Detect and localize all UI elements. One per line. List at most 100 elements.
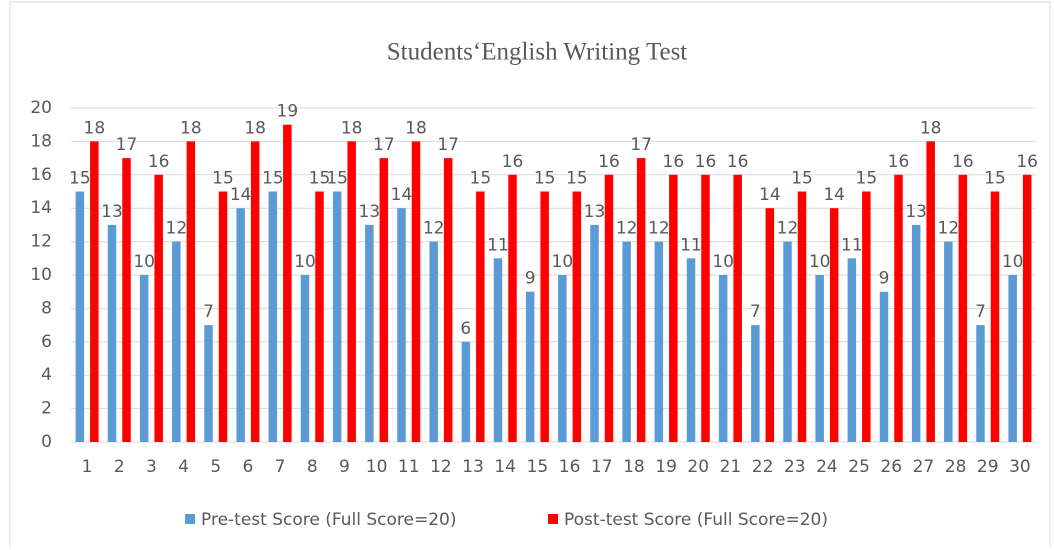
bar	[605, 175, 614, 442]
bar	[204, 325, 213, 442]
bar	[590, 225, 599, 442]
data-label: 16	[952, 152, 974, 172]
data-label: 15	[69, 169, 91, 189]
bar	[751, 325, 760, 442]
data-label: 10	[712, 252, 734, 272]
data-label: 18	[341, 118, 363, 138]
x-tick-label: 12	[430, 457, 452, 477]
data-label: 12	[777, 219, 799, 239]
data-label: 18	[920, 118, 942, 138]
y-tick-label: 10	[30, 265, 52, 285]
data-label: 11	[841, 235, 863, 255]
x-tick-label: 19	[655, 457, 677, 477]
legend-label: Pre-test Score (Full Score=20)	[201, 510, 456, 530]
data-label: 7	[975, 302, 986, 322]
x-tick-label: 16	[559, 457, 581, 477]
data-label: 10	[809, 252, 831, 272]
bar	[462, 342, 471, 442]
data-label: 12	[648, 219, 670, 239]
y-tick-label: 8	[41, 298, 52, 318]
bar	[540, 192, 549, 443]
data-label: 7	[203, 302, 214, 322]
data-label: 13	[905, 202, 927, 222]
x-tick-label: 4	[178, 457, 189, 477]
bar	[315, 192, 324, 443]
data-label: 12	[166, 219, 188, 239]
data-label: 14	[823, 185, 845, 205]
bar	[90, 141, 99, 442]
x-tick-label: 13	[462, 457, 484, 477]
bar	[830, 208, 839, 442]
y-tick-label: 12	[30, 232, 52, 252]
data-label: 10	[552, 252, 574, 272]
x-tick-label: 10	[366, 457, 388, 477]
bar	[397, 208, 406, 442]
bar	[444, 158, 453, 442]
x-tick-label: 1	[82, 457, 93, 477]
y-tick-label: 0	[41, 432, 52, 452]
bar	[719, 275, 728, 442]
data-label: 14	[391, 185, 413, 205]
data-label: 16	[502, 152, 524, 172]
bar	[655, 242, 664, 442]
data-label: 10	[133, 252, 155, 272]
x-tick-label: 22	[752, 457, 774, 477]
bar	[944, 242, 953, 442]
bar	[380, 158, 389, 442]
data-label: 17	[116, 135, 138, 155]
x-tick-label: 17	[591, 457, 613, 477]
data-label: 16	[598, 152, 620, 172]
bar	[733, 175, 742, 442]
bar	[894, 175, 903, 442]
bar	[429, 242, 438, 442]
x-tick-label: 28	[945, 457, 967, 477]
bar	[558, 275, 567, 442]
bar	[76, 192, 85, 443]
x-tick-label: 11	[398, 457, 420, 477]
y-tick-label: 6	[41, 332, 52, 352]
data-label: 18	[244, 118, 266, 138]
x-tick-label: 21	[720, 457, 742, 477]
x-tick-label: 23	[784, 457, 806, 477]
data-label: 15	[326, 169, 348, 189]
data-label: 14	[230, 185, 252, 205]
data-label: 9	[879, 269, 890, 289]
data-label: 17	[630, 135, 652, 155]
legend-swatch	[548, 514, 558, 524]
x-tick-label: 6	[243, 457, 254, 477]
bar	[991, 192, 1000, 443]
data-label: 14	[759, 185, 781, 205]
x-tick-label: 15	[527, 457, 549, 477]
data-label: 16	[727, 152, 749, 172]
bar	[236, 208, 245, 442]
bar	[701, 175, 710, 442]
data-label: 9	[525, 269, 536, 289]
y-tick-label: 16	[30, 165, 52, 185]
data-label: 18	[405, 118, 427, 138]
data-label: 15	[262, 169, 284, 189]
data-label: 17	[373, 135, 395, 155]
y-tick-label: 2	[41, 399, 52, 419]
y-tick-label: 14	[30, 198, 52, 218]
bar	[880, 292, 889, 442]
x-tick-label: 9	[339, 457, 350, 477]
data-label: 15	[470, 169, 492, 189]
data-label: 13	[359, 202, 381, 222]
data-label: 12	[423, 219, 445, 239]
y-tick-label: 4	[41, 365, 52, 385]
data-label: 12	[616, 219, 638, 239]
data-label: 16	[148, 152, 170, 172]
bar	[476, 192, 485, 443]
bar	[508, 175, 517, 442]
bar	[172, 242, 181, 442]
x-tick-label: 30	[1009, 457, 1031, 477]
bar	[1008, 275, 1017, 442]
bar	[347, 141, 356, 442]
bar	[815, 275, 824, 442]
data-label: 15	[856, 169, 878, 189]
bar	[926, 141, 935, 442]
bar	[783, 242, 792, 442]
bar	[365, 225, 374, 442]
data-label: 16	[663, 152, 685, 172]
x-tick-label: 29	[977, 457, 999, 477]
